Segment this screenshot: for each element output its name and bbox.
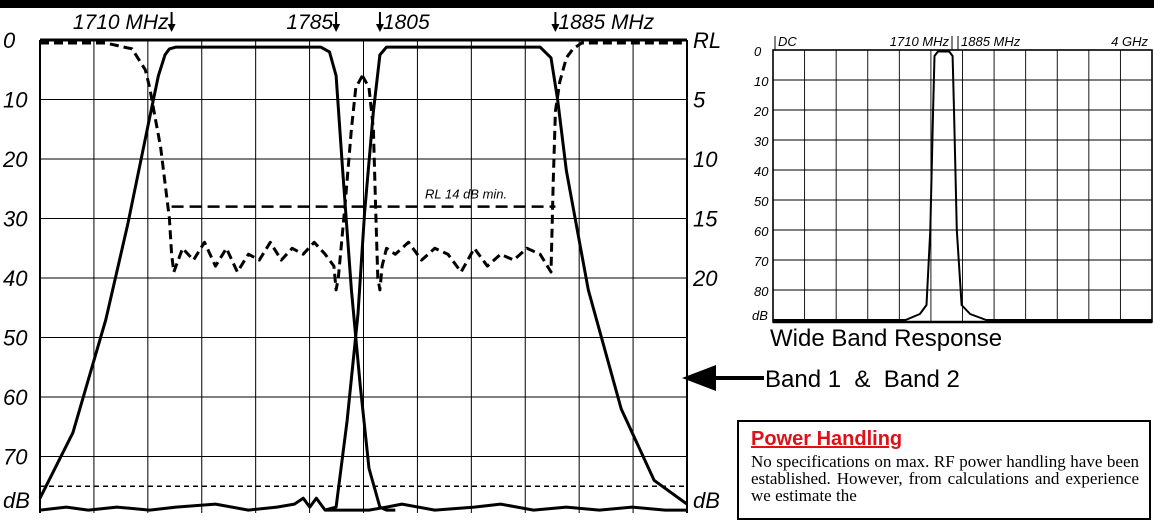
band-arrow [682, 365, 764, 391]
y-right-tick-label: 15 [693, 207, 718, 232]
y-tick-label: 60 [3, 385, 28, 410]
wb-y-tick-label: 20 [753, 104, 769, 119]
y-tick-label: 50 [3, 326, 28, 351]
y-right-tick-label: 5 [693, 88, 706, 113]
insertion-loss-trace [38, 45, 396, 512]
return-loss-trace [361, 41, 687, 292]
wide-band-plot: 0 10 20 30 40 50 60 70 80 dB DC 1710 MHz 1885 MHz 4 G… [752, 34, 1153, 324]
wb-y-tick-label: 50 [754, 194, 769, 209]
wb-y-tick-label: 0 [754, 44, 762, 59]
y-tick-label: 20 [2, 147, 28, 172]
insertion-loss-trace [39, 496, 687, 512]
y-right-axis-label: RL [693, 28, 721, 53]
wb-x-label-dc: DC [778, 34, 797, 49]
power-handling-title: Power Handling [751, 428, 903, 450]
y-tick-label: 0 [3, 28, 16, 53]
wb-x-label-4ghz: 4 GHz [1111, 34, 1148, 49]
power-handling-text: No specifications on max. RF power handl… [751, 452, 1139, 505]
wide-band-title: Wide Band Response [770, 325, 1003, 352]
wb-y-unit-label: dB [752, 308, 768, 323]
y-right-tick-label: 20 [692, 266, 718, 291]
y-tick-label: 40 [3, 266, 28, 291]
wb-x-label-1710: 1710 MHz [890, 34, 950, 49]
wb-y-tick-label: 70 [754, 254, 769, 269]
wb-y-tick-label: 80 [754, 284, 769, 299]
return-loss-trace [40, 41, 364, 292]
wb-response-trace [773, 50, 1152, 321]
wb-x-label-1885: 1885 MHz [961, 34, 1021, 49]
marker-arrow-head [332, 24, 341, 32]
wb-y-tick-label: 30 [754, 134, 769, 149]
marker-arrow-head [551, 24, 560, 32]
marker-label: 1710 MHz [73, 11, 169, 34]
y-right-tick-label: 10 [693, 147, 718, 172]
marker-label: 1885 MHz [558, 11, 654, 34]
insertion-loss-trace [324, 45, 688, 512]
marker-label: 1785 [286, 11, 333, 34]
power-handling-box: Power Handling No specifications on max.… [737, 420, 1151, 520]
marker-arrow-head [375, 24, 384, 32]
band-label: Band 1 & Band 2 [765, 366, 960, 393]
top-bar [0, 0, 1154, 8]
y-tick-label: 70 [3, 445, 28, 470]
rl-annotation: RL 14 dB min. [425, 187, 507, 202]
wb-y-tick-label: 10 [754, 74, 769, 89]
wb-y-tick-label: 60 [754, 224, 769, 239]
y-tick-label: 10 [3, 88, 28, 113]
y-right-unit-label: dB [693, 488, 720, 513]
y-tick-label: 30 [3, 207, 28, 232]
wb-y-tick-label: 40 [754, 164, 769, 179]
marker-label: 1805 [383, 11, 430, 34]
y-unit-label: dB [3, 488, 30, 513]
passband-plot: RL 14 dB min. 0 10 20 30 40 50 60 70 dB RL 5 10 15 20 d… [2, 11, 721, 513]
marker-arrow-head [167, 24, 176, 32]
